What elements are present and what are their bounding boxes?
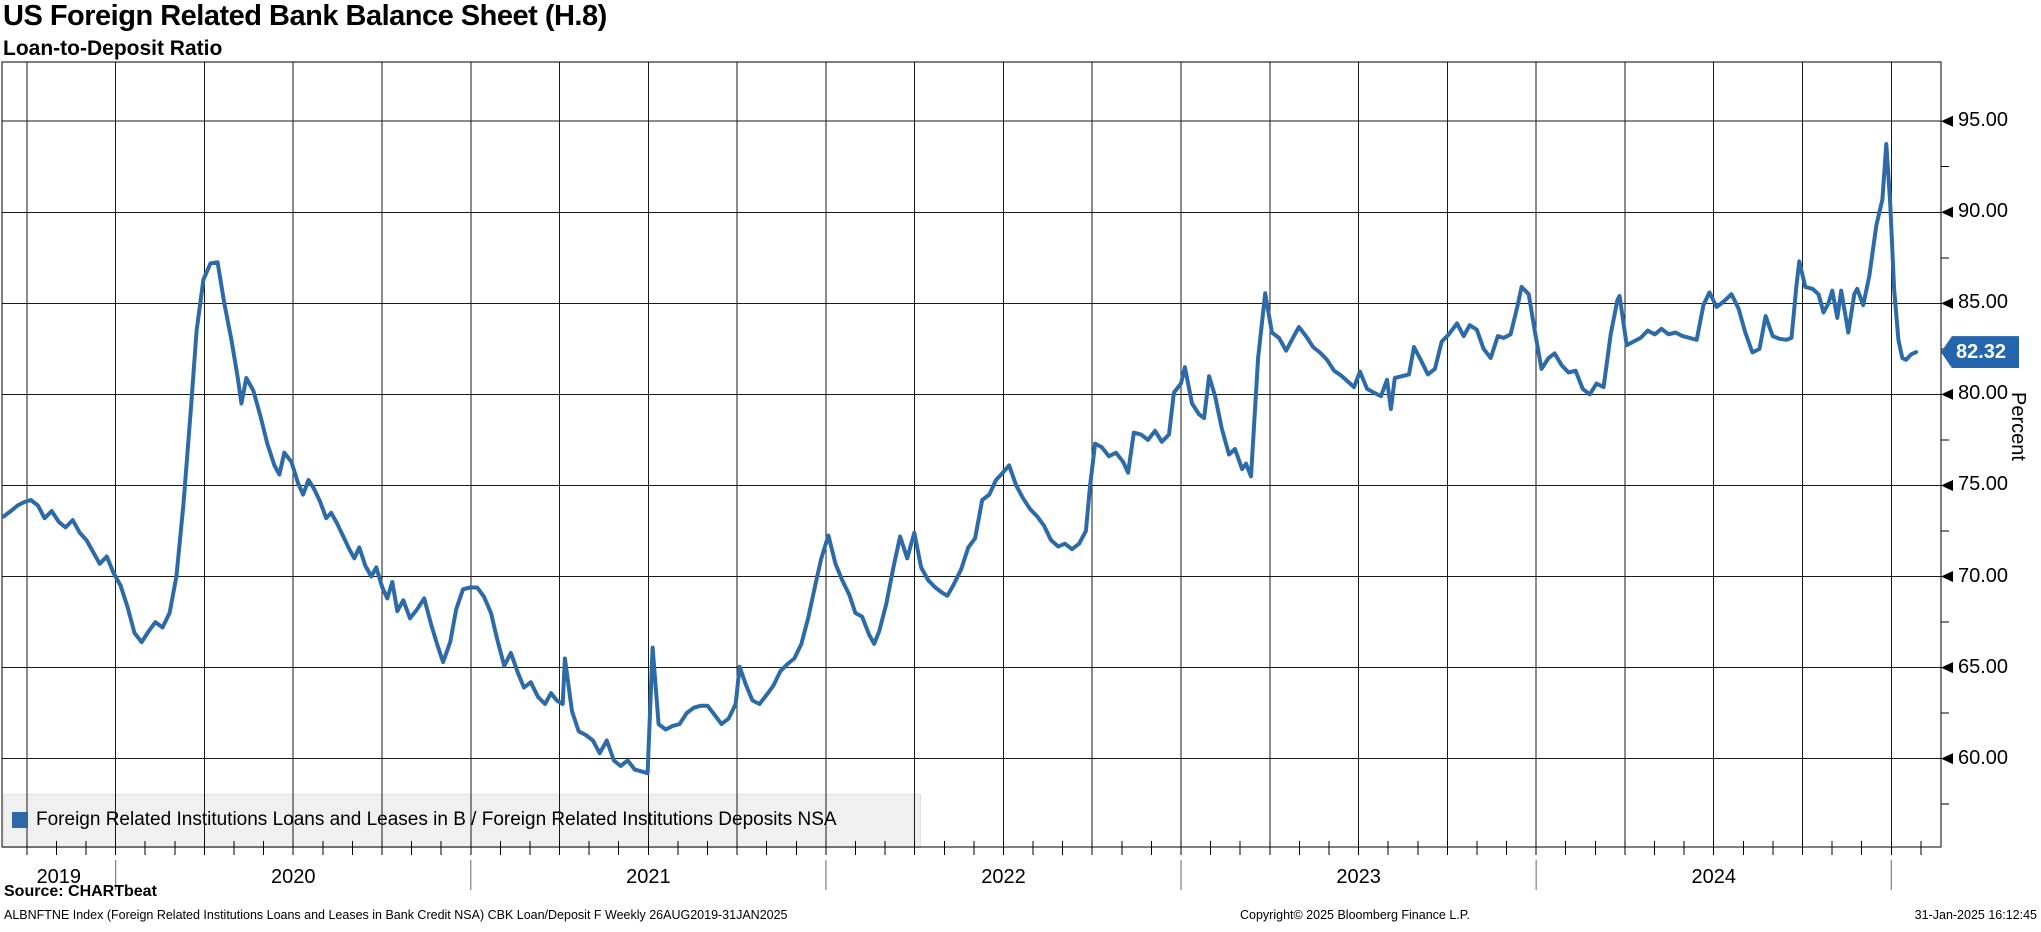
y-major-tick-arrow-icon (1941, 297, 1953, 309)
y-tick-label: 75.00 (1958, 473, 2009, 496)
y-major-tick-arrow-icon (1941, 115, 1953, 127)
x-year-label: 2022 (981, 866, 1026, 888)
y-major-tick-arrow-icon (1941, 206, 1953, 218)
y-tick-label: 70.00 (1958, 564, 2009, 587)
last-value-badge[interactable]: 82.32 (1941, 336, 2019, 369)
y-major-tick-arrow-icon (1941, 479, 1953, 491)
y-tick-label: 95.00 (1958, 109, 2009, 132)
x-year-label: 2020 (271, 866, 316, 888)
plot-border (1, 61, 1942, 848)
legend-label: Foreign Related Institutions Loans and L… (36, 809, 837, 830)
y-tick-label: 90.00 (1958, 200, 2009, 223)
footer-description: ALBNFTNE Index (Foreign Related Institut… (4, 908, 788, 922)
y-tick-label: 65.00 (1958, 655, 2009, 678)
series-line[interactable] (1, 142, 1919, 776)
footer-copyright: Copyright© 2025 Bloomberg Finance L.P. (1240, 908, 1470, 922)
x-year-label: 2023 (1336, 866, 1381, 888)
y-tick-label: 60.00 (1958, 746, 2009, 769)
y-major-tick-arrow-icon (1941, 571, 1953, 583)
y-tick-label: 80.00 (1958, 382, 2009, 405)
legend[interactable]: Foreign Related Institutions Loans and L… (12, 794, 837, 846)
x-year-label: 2019 (37, 866, 82, 888)
y-tick-label: 85.00 (1958, 291, 2009, 314)
x-year-label: 2024 (1691, 866, 1736, 888)
y-major-tick-arrow-icon (1941, 662, 1953, 674)
y-major-tick-arrow-icon (1941, 388, 1953, 400)
y-axis-title: Percent (2007, 392, 2029, 461)
y-major-tick-arrow-icon (1941, 753, 1953, 765)
footer-timestamp: 31-Jan-2025 16:12:45 (1914, 908, 2037, 922)
chart-title: US Foreign Related Bank Balance Sheet (H… (3, 0, 607, 32)
legend-swatch-icon (12, 812, 28, 828)
source-label: Source: CHARTbeat (4, 883, 157, 900)
x-year-label: 2021 (626, 866, 671, 888)
chart-subtitle: Loan-to-Deposit Ratio (3, 37, 223, 60)
